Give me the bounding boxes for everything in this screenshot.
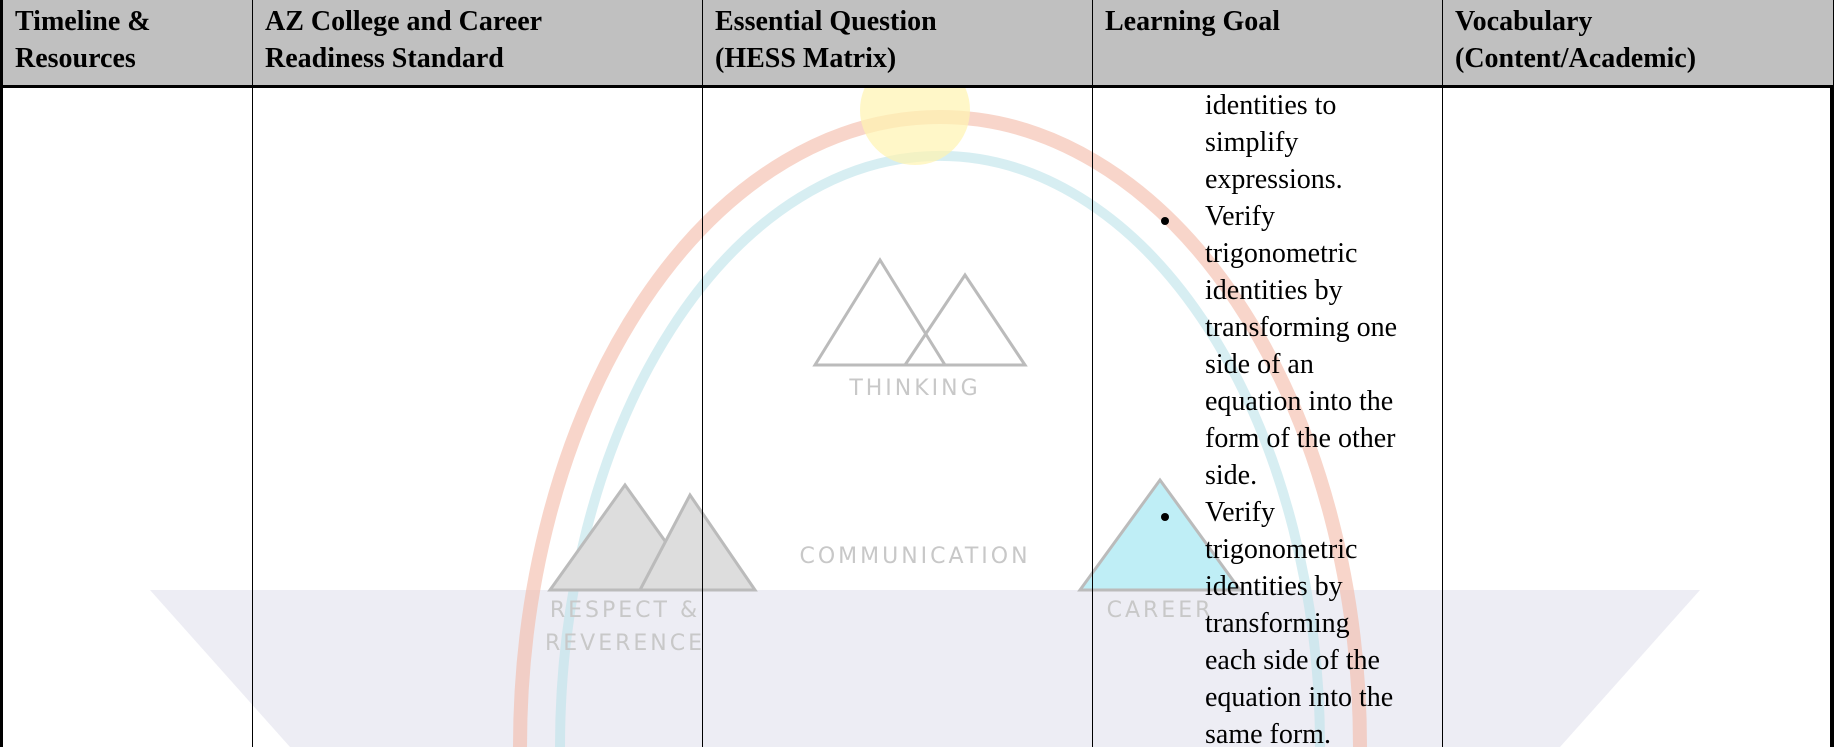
learning-goal-text: identities to (1205, 90, 1337, 121)
header-cell: Essential Question (HESS Matrix) (703, 0, 1093, 85)
watermark-label: REVERENCE (545, 631, 705, 656)
learning-goal-text: each side of the (1205, 645, 1380, 676)
header-cell: Timeline & Resources (0, 0, 253, 85)
learning-goal-text: form of the other (1205, 423, 1396, 454)
learning-goal-text: equation into the (1205, 386, 1394, 417)
learning-goal-text: identities by (1205, 275, 1343, 306)
learning-goal-text: Verify (1205, 201, 1275, 232)
header-text: (HESS Matrix) (715, 43, 897, 74)
watermark-label: THINKING (848, 376, 980, 401)
learning-goal-text: Verify (1205, 497, 1275, 528)
learning-goal-text: trigonometric (1205, 534, 1358, 565)
body-cell (0, 85, 253, 747)
header-text: Essential Question (715, 6, 937, 37)
watermark-label: CAREER (1107, 598, 1214, 623)
learning-goal-text: identities by (1205, 571, 1343, 602)
learning-goal-text: transforming (1205, 608, 1350, 639)
header-text: Timeline & (15, 6, 151, 37)
learning-goal-text: equation into the (1205, 682, 1394, 713)
learning-goal-text: side. (1205, 460, 1258, 491)
header-cell: Vocabulary (Content/Academic) (1443, 0, 1834, 85)
header-cell: Learning Goal (1093, 0, 1443, 85)
bullet (1161, 217, 1169, 225)
learning-goal-text: same form. (1205, 719, 1331, 747)
header-text: Learning Goal (1105, 6, 1281, 37)
header-text: Resources (15, 43, 136, 74)
header-text: AZ College and Career (265, 6, 543, 37)
body-cell (1443, 85, 1834, 747)
learning-goal-text: transforming one (1205, 312, 1398, 343)
header-text: (Content/Academic) (1455, 43, 1697, 74)
learning-goal-text: expressions. (1205, 164, 1343, 195)
header-cell: AZ College and Career Readiness Standard (253, 0, 703, 85)
body-cell (253, 85, 703, 747)
learning-goal-text: simplify (1205, 127, 1299, 158)
header-text: Vocabulary (1455, 6, 1593, 37)
bullet (1161, 513, 1169, 521)
learning-goal-text: side of an (1205, 349, 1314, 380)
learning-goal-text: trigonometric (1205, 238, 1358, 269)
header-text: Readiness Standard (265, 43, 504, 74)
body-cell (703, 85, 1093, 747)
watermark-label: COMMUNICATION (799, 544, 1030, 569)
body-cell: identities to simplify expressions. Verify t… (1093, 85, 1443, 747)
watermark-label: RESPECT & (550, 598, 700, 623)
